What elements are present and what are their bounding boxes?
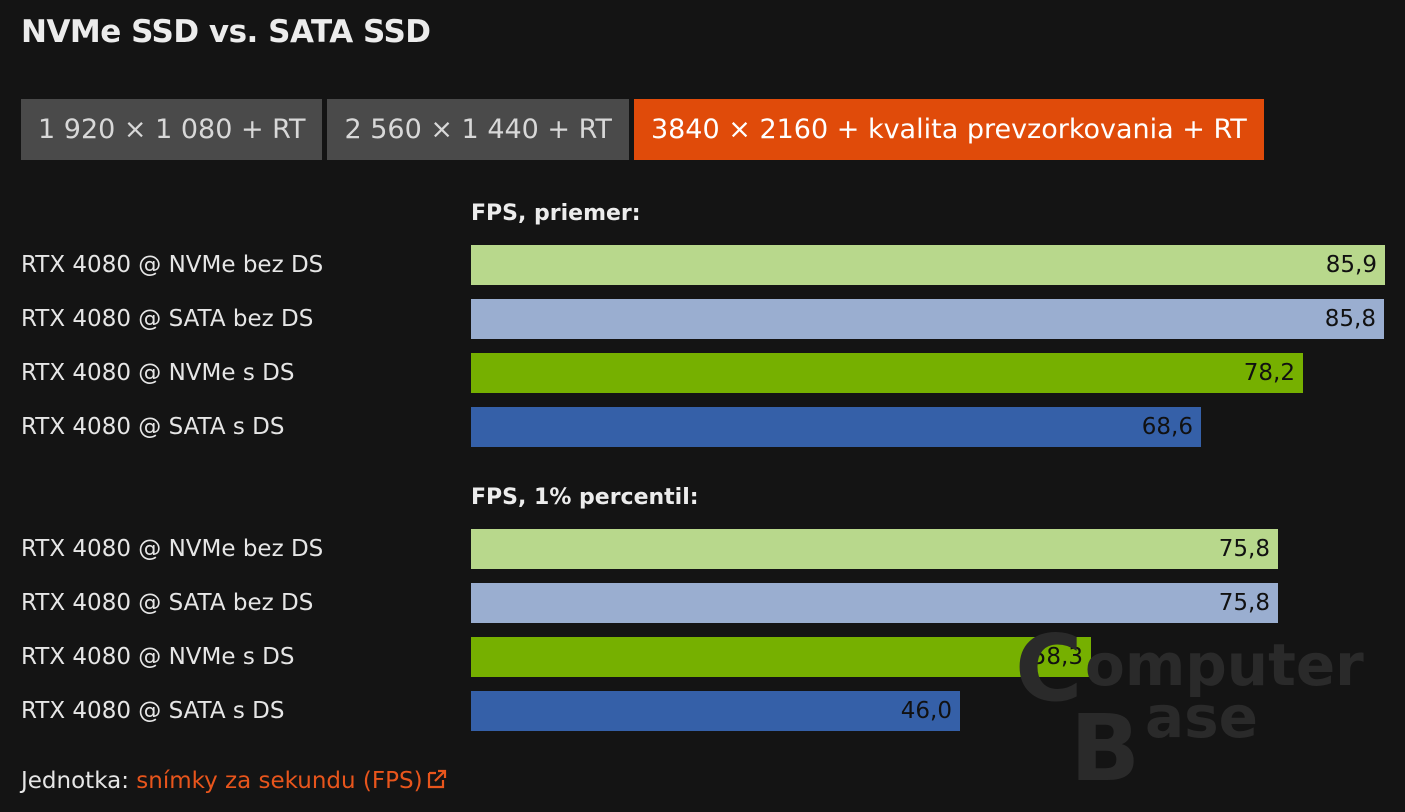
unit-prefix: Jednotka: bbox=[21, 768, 129, 794]
bar-value-label: 75,8 bbox=[1218, 590, 1270, 616]
section-title-2: FPS, 1% percentil: bbox=[471, 485, 699, 510]
bar: 75,8 bbox=[471, 529, 1278, 569]
tab-resolution-3[interactable]: 3840 × 2160 + kvalita prevzorkovania + R… bbox=[633, 99, 1264, 160]
unit-link-text[interactable]: snímky za sekundu (FPS) bbox=[136, 768, 423, 794]
bar: 58,3 bbox=[471, 637, 1091, 677]
watermark-line1: omputer bbox=[1085, 631, 1364, 699]
bar-label: RTX 4080 @ SATA s DS bbox=[21, 414, 285, 440]
bar: 68,6 bbox=[471, 407, 1201, 447]
unit-footer: Jednotka: snímky za sekundu (FPS) bbox=[21, 768, 448, 794]
bar-label: RTX 4080 @ SATA s DS bbox=[21, 698, 285, 724]
external-link-icon[interactable] bbox=[426, 768, 448, 790]
bar-value-label: 78,2 bbox=[1243, 360, 1295, 386]
bar: 85,9 bbox=[471, 245, 1385, 285]
bar-label: RTX 4080 @ NVMe bez DS bbox=[21, 252, 324, 278]
unit-link[interactable]: snímky za sekundu (FPS) bbox=[136, 768, 447, 794]
bar-label: RTX 4080 @ NVMe bez DS bbox=[21, 536, 324, 562]
watermark-letter-b: B bbox=[1070, 695, 1140, 785]
bar-value-label: 85,9 bbox=[1325, 252, 1377, 278]
tab-resolution-2[interactable]: 2 560 × 1 440 + RT bbox=[327, 99, 629, 160]
bar-value-label: 58,3 bbox=[1031, 644, 1083, 670]
section-title-1: FPS, priemer: bbox=[471, 201, 641, 226]
resolution-tabs: 1 920 × 1 080 + RT 2 560 × 1 440 + RT 3840… bbox=[21, 99, 1264, 160]
bar-label: RTX 4080 @ NVMe s DS bbox=[21, 360, 295, 386]
bar-label: RTX 4080 @ SATA bez DS bbox=[21, 590, 314, 616]
chart-title: NVMe SSD vs. SATA SSD bbox=[21, 14, 431, 50]
bar: 46,0 bbox=[471, 691, 960, 731]
bar-value-label: 75,8 bbox=[1218, 536, 1270, 562]
tab-resolution-1[interactable]: 1 920 × 1 080 + RT bbox=[21, 99, 323, 160]
bar-value-label: 85,8 bbox=[1324, 306, 1376, 332]
bar-value-label: 68,6 bbox=[1141, 414, 1193, 440]
bar: 85,8 bbox=[471, 299, 1384, 339]
bar: 75,8 bbox=[471, 583, 1278, 623]
watermark-line2: ase bbox=[1145, 683, 1258, 751]
bar-label: RTX 4080 @ SATA bez DS bbox=[21, 306, 314, 332]
bar-label: RTX 4080 @ NVMe s DS bbox=[21, 644, 295, 670]
bar: 78,2 bbox=[471, 353, 1303, 393]
bar-value-label: 46,0 bbox=[900, 698, 952, 724]
